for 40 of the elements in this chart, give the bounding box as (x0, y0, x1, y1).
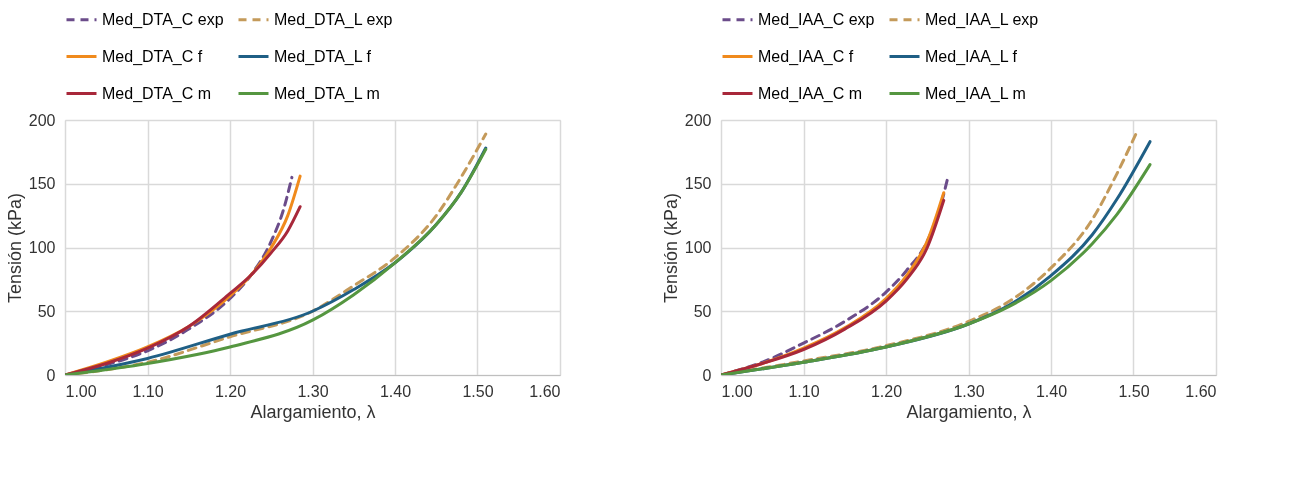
x-tick-label: 1.60 (529, 382, 561, 400)
x-tick-label: 1.60 (1185, 382, 1217, 400)
y-axis-title: Tensión (kPa) (660, 192, 681, 304)
x-axis-title: Alargamiento, λ (250, 401, 376, 422)
legend-label: Med_IAA_L f (925, 47, 1018, 66)
y-tick-label: 0 (46, 366, 56, 384)
legend-label: Med_IAA_C exp (758, 10, 875, 29)
y-tick-label: 50 (693, 302, 712, 320)
y-tick-label: 150 (684, 175, 712, 193)
x-tick-label: 1.00 (65, 382, 97, 400)
x-tick-label: 1.00 (721, 382, 753, 400)
legend-label: Med_DTA_C exp (102, 10, 224, 29)
y-tick-label: 100 (28, 239, 56, 256)
legend-label: Med_IAA_C f (758, 47, 854, 66)
x-axis-title: Alargamiento, λ (906, 401, 1032, 422)
x-tick-label: 1.40 (379, 382, 412, 400)
y-tick-label: 200 (684, 111, 712, 129)
x-tick-label: 1.20 (870, 382, 903, 400)
legend-label: Med_IAA_C m (758, 84, 863, 103)
x-tick-label: 1.10 (132, 382, 164, 400)
legend-label: Med_DTA_C f (102, 47, 203, 66)
legend-label: Med_DTA_L m (274, 84, 380, 103)
x-tick-label: 1.50 (1118, 382, 1150, 400)
x-tick-label: 1.30 (953, 382, 985, 400)
y-tick-label: 150 (28, 175, 56, 193)
y-tick-label: 100 (684, 239, 712, 256)
x-tick-label: 1.40 (1035, 382, 1068, 400)
x-tick-label: 1.20 (214, 382, 247, 400)
y-tick-label: 200 (28, 111, 56, 129)
legend-label: Med_IAA_L exp (925, 10, 1039, 29)
y-tick-label: 50 (37, 302, 56, 320)
x-tick-label: 1.50 (462, 382, 494, 400)
y-tick-label: 0 (702, 366, 712, 384)
legend-label: Med_DTA_C m (102, 84, 212, 103)
legend-label: Med_DTA_L exp (274, 10, 393, 29)
x-tick-label: 1.30 (297, 382, 329, 400)
y-axis-title: Tensión (kPa) (4, 192, 25, 304)
legend-label: Med_DTA_L f (274, 47, 372, 66)
legend-label: Med_IAA_L m (925, 84, 1026, 103)
x-tick-label: 1.10 (788, 382, 820, 400)
